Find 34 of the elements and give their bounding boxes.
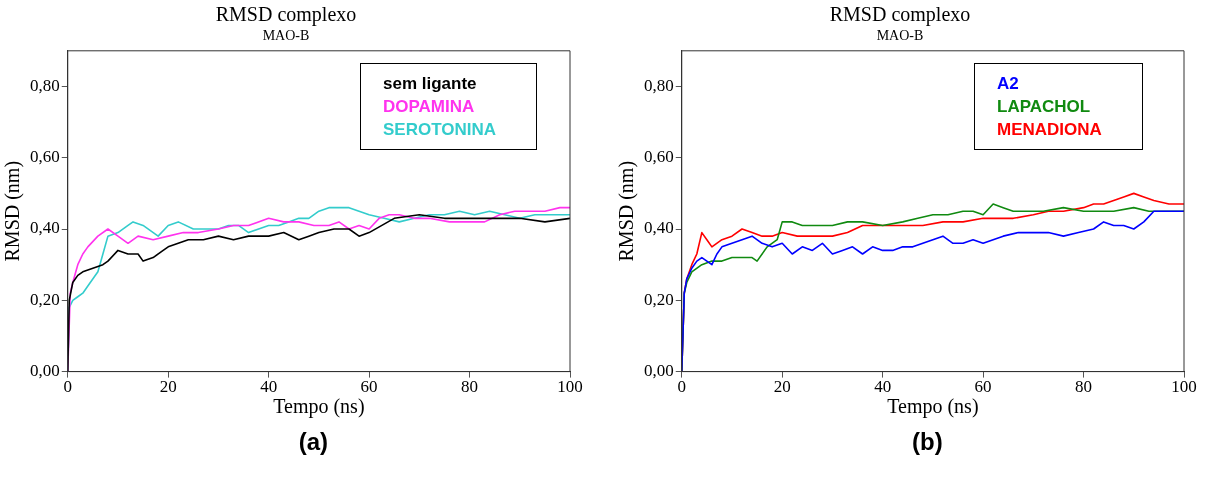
x-tick-label: 80 [461,377,479,397]
chart-title: RMSD complexo [215,3,357,27]
chart-subtitle: MAO-B [876,28,924,44]
chart-title: RMSD complexo [829,3,971,27]
y-tick-label: 0,80 [30,75,60,95]
x-tick-label: 20 [773,377,791,397]
legend-box: sem ligante DOPAMINA SEROTONINA [360,62,538,150]
x-tick-label: 80 [1075,377,1093,397]
x-tick-label: 100 [1171,377,1197,397]
legend-box: A2 LAPACHOL MENADIONA [974,62,1143,150]
y-tick-label: 0,80 [644,75,674,95]
y-axis-title: RMSD (nm) [615,160,639,262]
x-axis-title: Tempo (ns) [887,395,979,419]
y-tick-label: 0,60 [30,147,60,167]
text: (b) [911,428,944,456]
y-tick-label: 0,60 [644,147,674,167]
x-axis-title: Tempo (ns) [273,395,365,419]
text: (a) [297,428,330,456]
y-axis-title: RMSD (nm) [1,160,25,262]
y-tick-label: 0,20 [30,289,60,309]
y-tick-label: 0,20 [644,289,674,309]
y-tick-label: 0,00 [30,361,60,381]
y-tick-label: 0,40 [30,218,60,238]
x-tick-label: 60 [360,377,378,397]
x-tick-label: 0 [677,377,686,397]
x-tick-label: 40 [260,377,278,397]
x-tick-label: 20 [159,377,177,397]
x-tick-label: 100 [557,377,583,397]
x-tick-label: 40 [874,377,892,397]
y-tick-label: 0,00 [644,361,674,381]
chart-subtitle: MAO-B [262,28,310,44]
y-tick-label: 0,40 [644,218,674,238]
x-tick-label: 60 [974,377,992,397]
x-tick-label: 0 [63,377,72,397]
